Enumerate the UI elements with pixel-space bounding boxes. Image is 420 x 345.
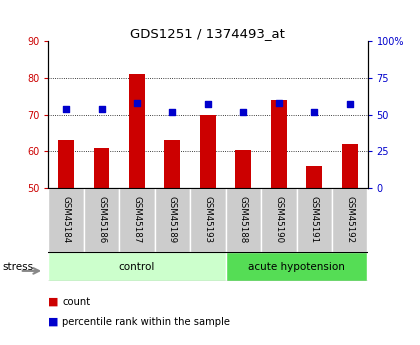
Text: ■: ■: [48, 297, 59, 307]
Bar: [165, 140, 181, 188]
Bar: [226, 188, 261, 252]
Bar: [94, 148, 110, 188]
Point: [240, 109, 247, 115]
Bar: [332, 188, 368, 252]
Point: [346, 102, 353, 107]
Text: stress: stress: [2, 262, 33, 272]
Bar: [119, 188, 155, 252]
Bar: [48, 188, 84, 252]
Bar: [226, 252, 368, 281]
Bar: [235, 149, 251, 188]
Bar: [84, 188, 119, 252]
Bar: [200, 115, 216, 188]
Text: count: count: [62, 297, 90, 307]
Bar: [261, 188, 297, 252]
Text: GSM45193: GSM45193: [203, 196, 213, 244]
Text: GSM45191: GSM45191: [310, 196, 319, 244]
Text: acute hypotension: acute hypotension: [248, 262, 345, 272]
Text: GSM45187: GSM45187: [132, 196, 142, 244]
Point: [276, 100, 282, 106]
Text: GSM45188: GSM45188: [239, 196, 248, 244]
Bar: [58, 140, 74, 188]
Text: control: control: [119, 262, 155, 272]
Bar: [342, 144, 358, 188]
Text: GSM45189: GSM45189: [168, 196, 177, 244]
Point: [134, 100, 140, 106]
Point: [311, 109, 318, 115]
Text: GSM45184: GSM45184: [62, 196, 71, 244]
Bar: [190, 188, 226, 252]
Point: [63, 106, 69, 112]
Bar: [48, 252, 226, 281]
Text: GSM45192: GSM45192: [345, 196, 354, 244]
Point: [169, 109, 176, 115]
Bar: [271, 100, 287, 188]
Point: [98, 106, 105, 112]
Text: ■: ■: [48, 317, 59, 326]
Bar: [306, 166, 322, 188]
Title: GDS1251 / 1374493_at: GDS1251 / 1374493_at: [131, 27, 285, 40]
Text: GSM45190: GSM45190: [274, 196, 284, 244]
Bar: [129, 75, 145, 188]
Bar: [297, 188, 332, 252]
Bar: [155, 188, 190, 252]
Point: [205, 102, 211, 107]
Text: GSM45186: GSM45186: [97, 196, 106, 244]
Text: percentile rank within the sample: percentile rank within the sample: [62, 317, 230, 326]
